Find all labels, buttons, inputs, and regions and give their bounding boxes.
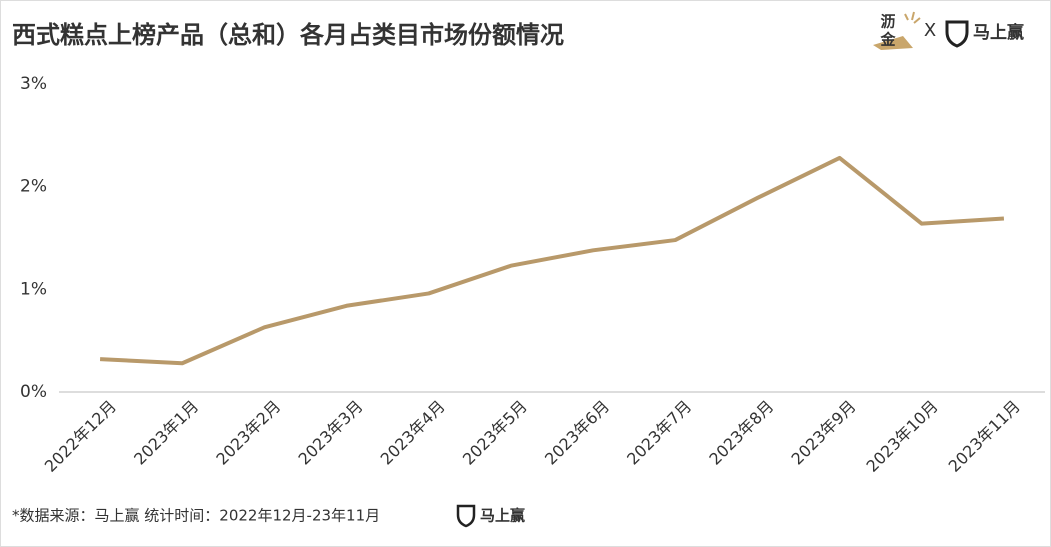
- footer-source: *数据来源：马上赢 统计时间：2022年12月-23年11月: [12, 507, 380, 525]
- top-logo: 沥 金 X 马上赢: [873, 11, 1024, 50]
- logo-rays: [904, 11, 921, 24]
- brand-icon: [945, 20, 969, 48]
- footer-brand: 马上赢: [480, 507, 525, 525]
- logo-separator: X: [924, 20, 936, 41]
- logo-shape: [873, 36, 913, 50]
- y-tick-label: 2%: [20, 177, 47, 197]
- y-tick-label: 1%: [20, 279, 47, 299]
- y-tick-label: 0%: [20, 382, 47, 402]
- data-line: [99, 155, 1005, 366]
- partner-logo: 沥: [880, 13, 895, 31]
- partner-logo: 金: [879, 31, 896, 49]
- y-tick-label: 3%: [20, 74, 47, 94]
- brand-logo: 马上赢: [973, 22, 1024, 43]
- chart-title: 西式糕点上榜产品（总和）各月占类目市场份额情况: [12, 21, 564, 49]
- footer-icon: [456, 504, 476, 528]
